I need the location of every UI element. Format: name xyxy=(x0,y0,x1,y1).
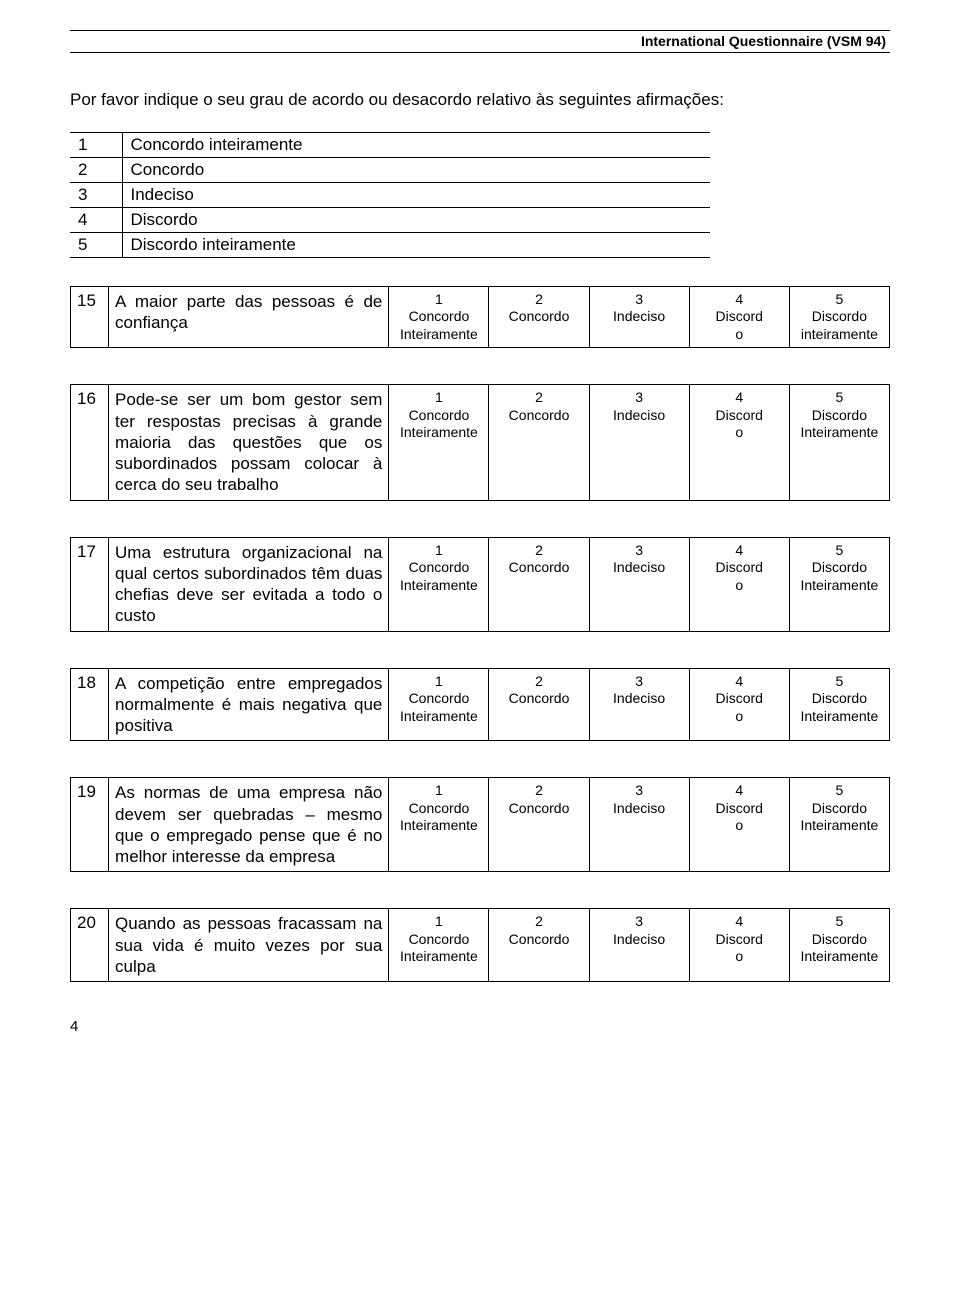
question-number: 16 xyxy=(71,385,109,500)
option-4[interactable]: 4Discordo xyxy=(689,909,789,982)
question-row: 18A competição entre empregados normalme… xyxy=(71,668,890,741)
question-statement: Uma estrutura organizacional na qual cer… xyxy=(109,537,389,631)
header-rule-bottom xyxy=(70,52,890,53)
option-4[interactable]: 4Discordo xyxy=(689,286,789,348)
option-4[interactable]: 4Discordo xyxy=(689,668,789,741)
question-row: 17Uma estrutura organizacional na qual c… xyxy=(71,537,890,631)
question-statement: Pode-se ser um bom gestor sem ter respos… xyxy=(109,385,389,500)
option-3[interactable]: 3Indeciso xyxy=(589,286,689,348)
option-1[interactable]: 1ConcordoInteiramente xyxy=(389,385,489,500)
question-row: 19As normas de uma empresa não devem ser… xyxy=(71,778,890,872)
legend-row: 1 Concordo inteiramente xyxy=(70,132,710,157)
legend-row: 4 Discordo xyxy=(70,207,710,232)
option-1[interactable]: 1ConcordoInteiramente xyxy=(389,286,489,348)
option-3[interactable]: 3Indeciso xyxy=(589,909,689,982)
legend-label: Indeciso xyxy=(122,182,710,207)
legend-label: Concordo inteiramente xyxy=(122,132,710,157)
intro-text: Por favor indique o seu grau de acordo o… xyxy=(70,89,890,112)
option-2[interactable]: 2Concordo xyxy=(489,385,589,500)
question-statement: As normas de uma empresa não devem ser q… xyxy=(109,778,389,872)
option-1[interactable]: 1ConcordoInteiramente xyxy=(389,909,489,982)
question-row: 15A maior parte das pessoas é de confian… xyxy=(71,286,890,348)
question-number: 18 xyxy=(71,668,109,741)
question-number: 20 xyxy=(71,909,109,982)
legend-label: Concordo xyxy=(122,157,710,182)
option-2[interactable]: 2Concordo xyxy=(489,909,589,982)
option-3[interactable]: 3Indeciso xyxy=(589,778,689,872)
question-statement: A maior parte das pessoas é de confiança xyxy=(109,286,389,348)
question-number: 15 xyxy=(71,286,109,348)
option-2[interactable]: 2Concordo xyxy=(489,537,589,631)
header-rule-top xyxy=(70,30,890,31)
question-table: 20Quando as pessoas fracassam na sua vid… xyxy=(70,908,890,982)
question-statement: A competição entre empregados normalment… xyxy=(109,668,389,741)
question-number: 19 xyxy=(71,778,109,872)
option-5[interactable]: 5DiscordoInteiramente xyxy=(789,668,889,741)
legend-label: Discordo inteiramente xyxy=(122,232,710,257)
option-5[interactable]: 5DiscordoInteiramente xyxy=(789,537,889,631)
question-table: 18A competição entre empregados normalme… xyxy=(70,668,890,742)
page-container: International Questionnaire (VSM 94) Por… xyxy=(0,0,960,1075)
legend-label: Discordo xyxy=(122,207,710,232)
header-title: International Questionnaire (VSM 94) xyxy=(70,33,890,49)
option-4[interactable]: 4Discordo xyxy=(689,537,789,631)
option-5[interactable]: 5DiscordoInteiramente xyxy=(789,385,889,500)
legend-num: 2 xyxy=(70,157,122,182)
question-table: 19As normas de uma empresa não devem ser… xyxy=(70,777,890,872)
option-3[interactable]: 3Indeciso xyxy=(589,668,689,741)
option-2[interactable]: 2Concordo xyxy=(489,778,589,872)
legend-table: 1 Concordo inteiramente 2 Concordo 3 Ind… xyxy=(70,132,710,258)
question-table: 16Pode-se ser um bom gestor sem ter resp… xyxy=(70,384,890,500)
option-1[interactable]: 1ConcordoInteiramente xyxy=(389,537,489,631)
legend-num: 1 xyxy=(70,132,122,157)
question-row: 20Quando as pessoas fracassam na sua vid… xyxy=(71,909,890,982)
question-table: 15A maior parte das pessoas é de confian… xyxy=(70,286,890,349)
option-2[interactable]: 2Concordo xyxy=(489,286,589,348)
legend-row: 5 Discordo inteiramente xyxy=(70,232,710,257)
option-5[interactable]: 5DiscordoInteiramente xyxy=(789,909,889,982)
option-4[interactable]: 4Discordo xyxy=(689,778,789,872)
question-row: 16Pode-se ser um bom gestor sem ter resp… xyxy=(71,385,890,500)
option-3[interactable]: 3Indeciso xyxy=(589,537,689,631)
question-number: 17 xyxy=(71,537,109,631)
question-statement: Quando as pessoas fracassam na sua vida … xyxy=(109,909,389,982)
legend-row: 3 Indeciso xyxy=(70,182,710,207)
option-1[interactable]: 1ConcordoInteiramente xyxy=(389,778,489,872)
option-5[interactable]: 5DiscordoInteiramente xyxy=(789,778,889,872)
option-3[interactable]: 3Indeciso xyxy=(589,385,689,500)
questions-container: 15A maior parte das pessoas é de confian… xyxy=(70,286,890,982)
page-number: 4 xyxy=(70,1018,890,1035)
option-5[interactable]: 5Discordointeiramente xyxy=(789,286,889,348)
option-4[interactable]: 4Discordo xyxy=(689,385,789,500)
legend-num: 4 xyxy=(70,207,122,232)
question-table: 17Uma estrutura organizacional na qual c… xyxy=(70,537,890,632)
option-2[interactable]: 2Concordo xyxy=(489,668,589,741)
legend-row: 2 Concordo xyxy=(70,157,710,182)
legend-num: 5 xyxy=(70,232,122,257)
legend-num: 3 xyxy=(70,182,122,207)
option-1[interactable]: 1ConcordoInteiramente xyxy=(389,668,489,741)
